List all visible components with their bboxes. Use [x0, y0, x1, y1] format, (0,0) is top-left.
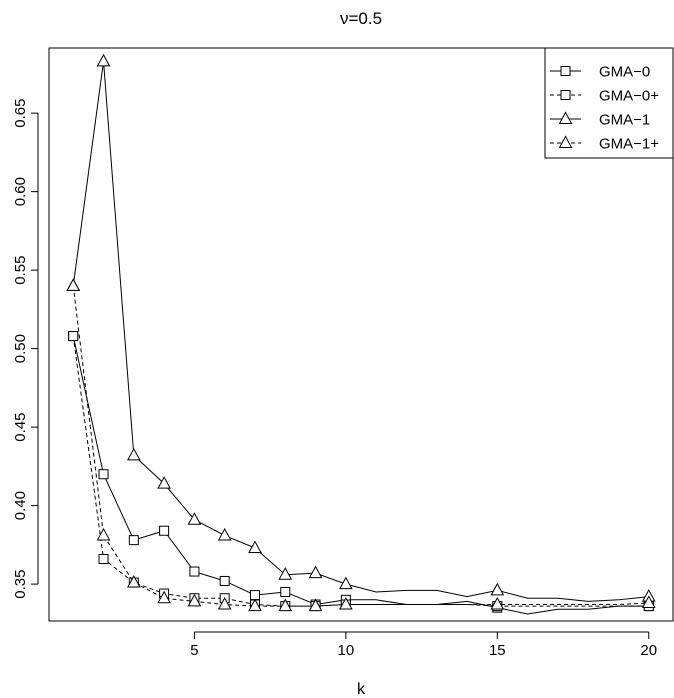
data-point — [66, 278, 81, 291]
data-point — [96, 53, 111, 67]
y-tick-label: 0.35 — [12, 570, 29, 599]
chart-title: ν=0.5 — [340, 9, 382, 28]
data-point — [98, 553, 109, 564]
x-axis-label: k — [357, 681, 366, 698]
y-tick-label: 0.45 — [12, 413, 29, 442]
legend-item: GMA−1+ — [550, 135, 659, 153]
data-point — [157, 590, 171, 604]
legend-marker — [558, 111, 573, 124]
legend-label: GMA−1 — [599, 112, 650, 129]
data-point — [159, 525, 170, 536]
data-point — [641, 595, 656, 608]
data-point — [128, 535, 139, 546]
data-point — [126, 447, 141, 461]
data-point — [187, 593, 202, 607]
data-point — [249, 590, 260, 601]
data-point — [248, 540, 262, 554]
legend-item: GMA−0+ — [550, 88, 659, 105]
legend-marker — [560, 66, 571, 76]
data-point — [217, 527, 232, 541]
legend-item: GMA−1 — [550, 111, 650, 129]
legend-marker — [558, 135, 573, 148]
data-point — [278, 598, 293, 612]
y-axis: 0.35 0.40 0.45 0.50 0.55 0.60 0.65 — [12, 99, 39, 599]
data-point — [339, 596, 353, 610]
legend-label: GMA−0+ — [599, 88, 659, 105]
data-point — [308, 565, 323, 579]
series-layer — [66, 53, 656, 615]
series-2 — [68, 331, 654, 612]
y-tick-label: 0.60 — [12, 177, 29, 206]
data-point — [280, 586, 291, 597]
data-point — [68, 331, 79, 342]
x-tick-label: 10 — [338, 642, 355, 659]
series-line — [72, 336, 649, 607]
data-point — [96, 527, 111, 541]
data-point — [126, 574, 141, 588]
data-point — [490, 596, 505, 610]
y-tick-label: 0.50 — [12, 334, 29, 363]
series-line — [72, 335, 649, 615]
series-line — [72, 61, 649, 602]
data-point — [308, 598, 323, 612]
series-3 — [66, 53, 656, 602]
data-point — [157, 476, 171, 489]
data-point — [339, 576, 353, 590]
data-point — [217, 596, 232, 610]
x-tick-label: 15 — [489, 642, 506, 659]
legend-item: GMA−0 — [550, 64, 650, 81]
data-point — [98, 469, 109, 480]
legend: GMA−0 GMA−0+ GMA−1 GMA−1+ — [544, 47, 674, 159]
legend-label: GMA−0 — [599, 64, 650, 81]
x-tick-label: 5 — [190, 642, 198, 659]
data-point — [189, 566, 200, 577]
data-point — [248, 598, 262, 612]
series-4 — [66, 278, 656, 612]
data-point — [490, 582, 505, 596]
legend-label: GMA−1+ — [599, 136, 659, 153]
y-tick-label: 0.55 — [12, 256, 29, 285]
series-1 — [68, 331, 654, 615]
data-point — [278, 567, 293, 580]
data-point — [187, 512, 202, 525]
series-line — [72, 285, 649, 607]
y-tick-label: 0.40 — [12, 491, 29, 520]
data-point — [219, 575, 230, 586]
plot-frame — [48, 47, 674, 622]
x-axis: 5 10 15 20 — [190, 631, 657, 659]
y-tick-label: 0.65 — [12, 99, 29, 128]
x-tick-label: 20 — [640, 642, 657, 659]
legend-marker — [560, 90, 571, 100]
